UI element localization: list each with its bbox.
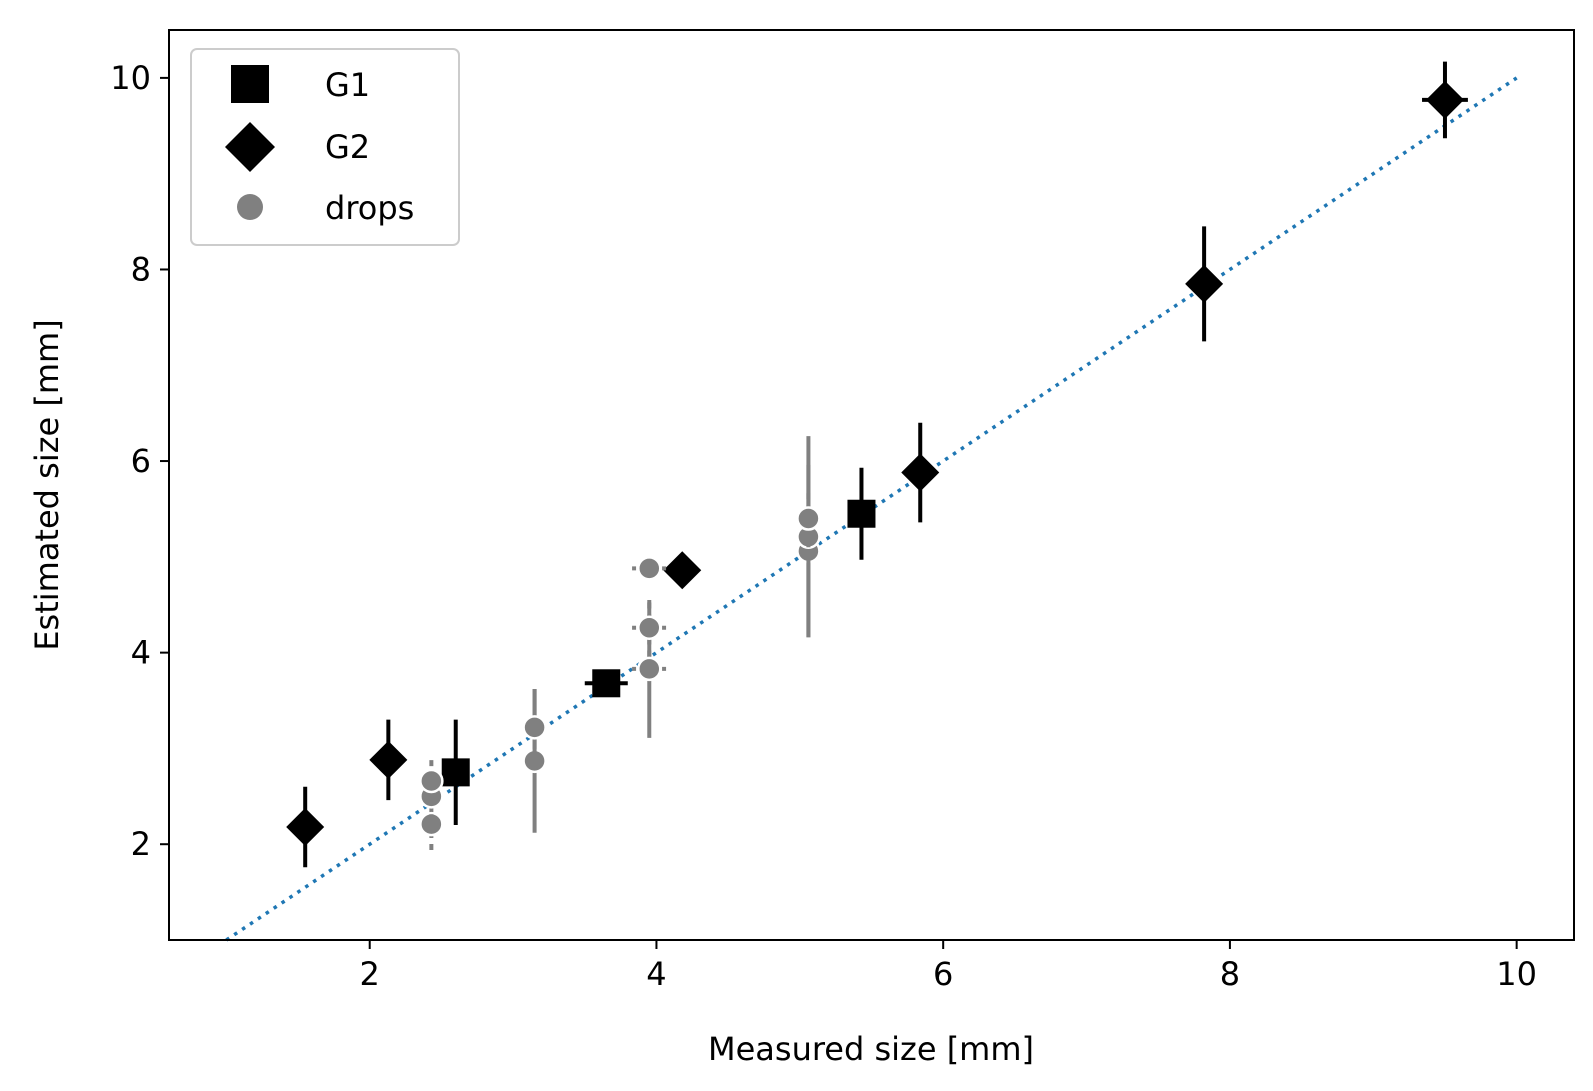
marker-g2-point: [286, 807, 325, 846]
marker-g2-point: [1185, 264, 1224, 303]
x-axis-ticks: 2 4 6 8 10: [360, 940, 1537, 993]
x-tick-label: 4: [646, 955, 666, 993]
marker-g2-point: [1425, 80, 1464, 119]
marker-drops-point: [637, 615, 662, 640]
legend-g2-label: G2: [325, 128, 370, 166]
y-tick-label: 8: [131, 250, 151, 288]
x-tick-label: 8: [1220, 955, 1240, 993]
series-drops: [419, 436, 821, 850]
x-tick-label: 2: [360, 955, 380, 993]
legend-g2-marker: [225, 122, 275, 172]
data-points-layer: [286, 61, 1468, 868]
marker-drops-point: [637, 556, 662, 581]
x-tick-label: 10: [1496, 955, 1537, 993]
marker-drops-point: [796, 506, 821, 531]
marker-g2-point: [901, 453, 940, 492]
x-tick-label: 6: [933, 955, 953, 993]
legend-g1-label: G1: [325, 66, 370, 104]
marker-drops-point: [522, 715, 547, 740]
legend-drops-label: drops: [325, 189, 414, 227]
y-tick-label: 4: [131, 634, 151, 672]
marker-drops-point: [419, 811, 444, 837]
marker-g1-point: [441, 758, 470, 787]
marker-g2-point: [663, 551, 702, 590]
marker-g1-point: [847, 499, 876, 528]
legend: G1 G2 drops: [190, 48, 460, 246]
marker-drops-point: [637, 656, 662, 682]
marker-drops-point: [419, 768, 444, 794]
y-tick-label: 2: [131, 825, 151, 863]
marker-g2-point: [369, 740, 408, 779]
x-axis-label: Measured size [mm]: [708, 1030, 1034, 1068]
plot-frame: [168, 29, 1575, 941]
y-axis-ticks: 2 4 6 8 10: [110, 59, 169, 863]
legend-g1-marker: [231, 65, 269, 103]
series-g1: [441, 467, 876, 826]
legend-drops-marker: [237, 194, 263, 220]
y-tick-label: 6: [131, 442, 151, 480]
marker-g1-point: [592, 669, 621, 698]
y-tick-label: 10: [110, 59, 151, 97]
series-g2: [286, 61, 1468, 868]
y-axis-label: Estimated size [mm]: [28, 319, 66, 650]
